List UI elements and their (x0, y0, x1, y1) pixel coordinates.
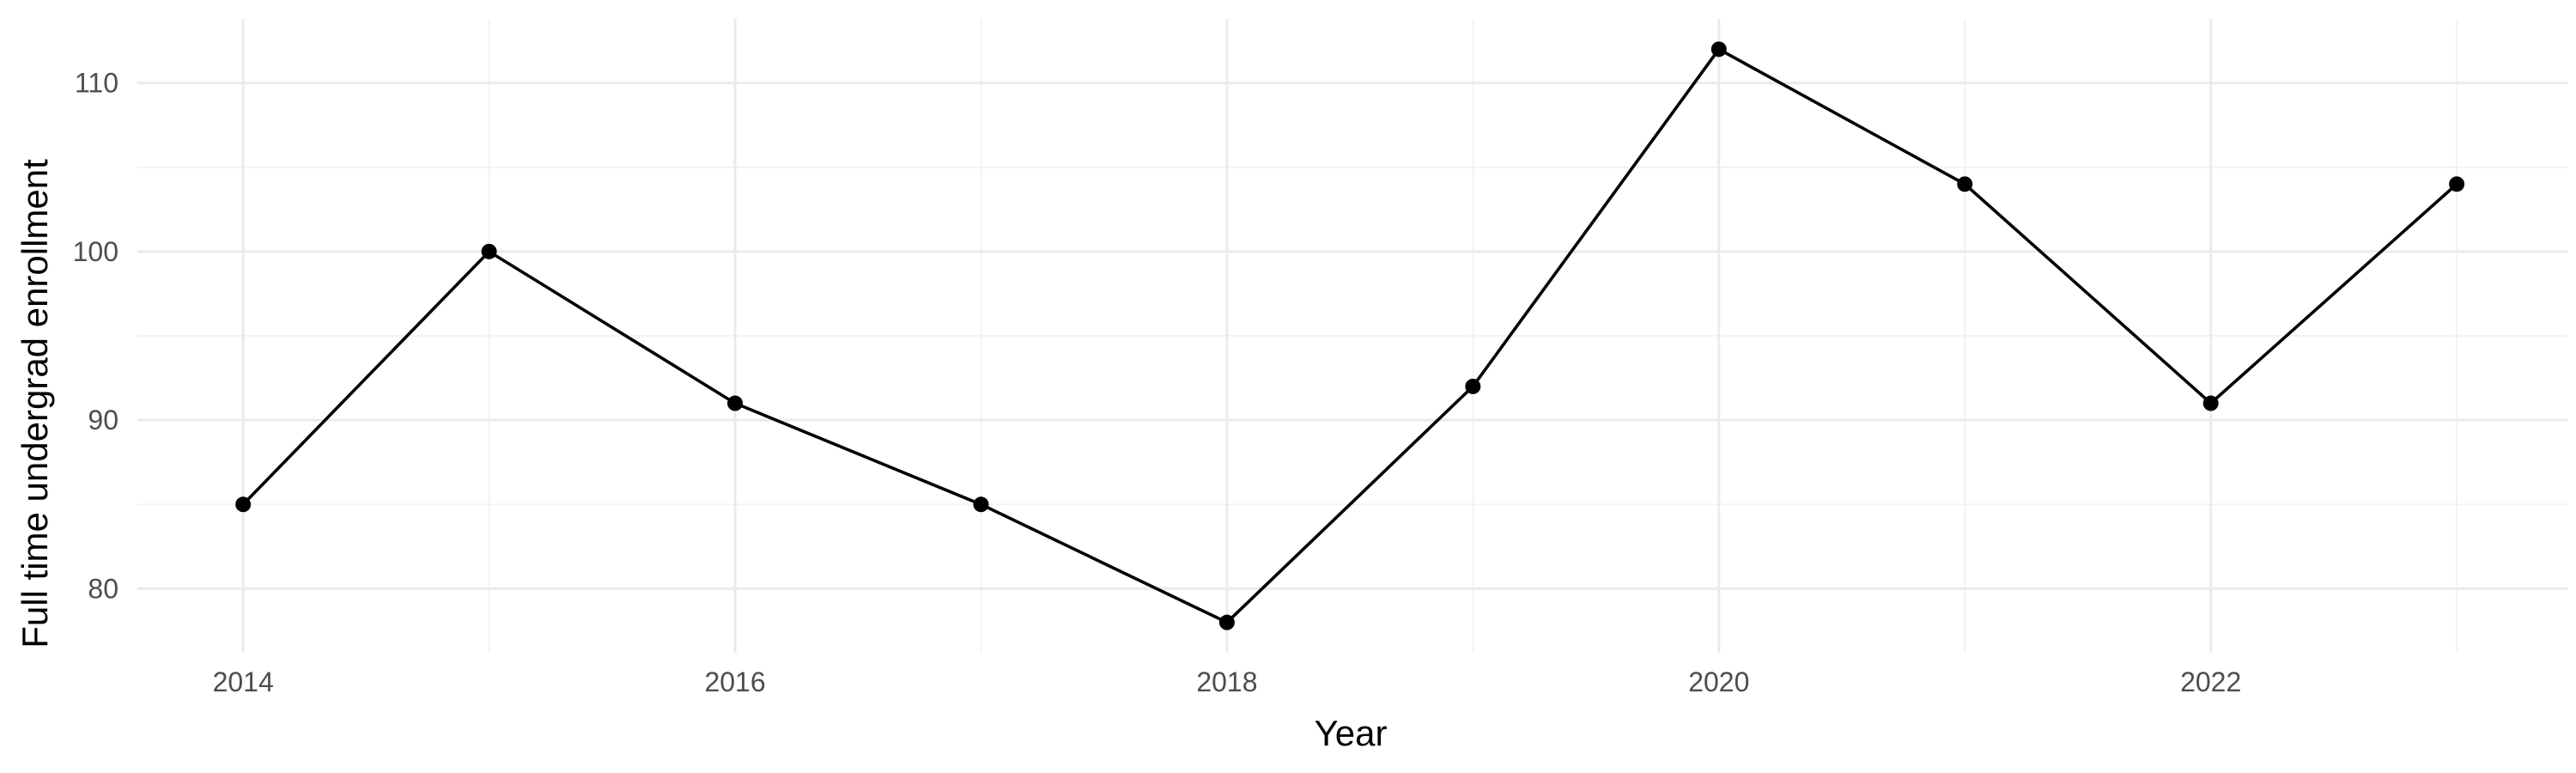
y-axis-title: Full time undergrad enrollment (15, 159, 55, 648)
x-tick-label: 2020 (1688, 666, 1749, 697)
major-gridlines (137, 19, 2567, 653)
data-point (2202, 395, 2219, 411)
x-tick-label: 2014 (213, 666, 274, 697)
x-tick-labels: 2014 2016 2018 2020 2022 (213, 666, 2242, 697)
data-point (1957, 176, 1973, 192)
x-tick-label: 2018 (1196, 666, 1257, 697)
data-point (1710, 41, 1727, 58)
x-tick-label: 2022 (2180, 666, 2241, 697)
points-layer (235, 41, 2465, 630)
y-tick-labels: 80 90 100 110 (73, 68, 118, 605)
series-layer (241, 47, 2458, 624)
data-point (1465, 378, 1481, 394)
data-point (727, 395, 744, 411)
data-point (973, 496, 989, 513)
y-tick-label: 90 (88, 405, 118, 435)
data-point (1218, 614, 1235, 630)
y-tick-label: 100 (73, 236, 118, 267)
data-point (235, 496, 252, 513)
x-axis-title: Year (1315, 713, 1388, 753)
data-point (2449, 176, 2465, 192)
series-line (241, 47, 2458, 624)
data-point (481, 243, 497, 259)
minor-gridlines (137, 19, 2567, 653)
y-tick-label: 80 (88, 573, 118, 604)
x-tick-label: 2016 (704, 666, 765, 697)
y-tick-label: 110 (75, 68, 118, 99)
